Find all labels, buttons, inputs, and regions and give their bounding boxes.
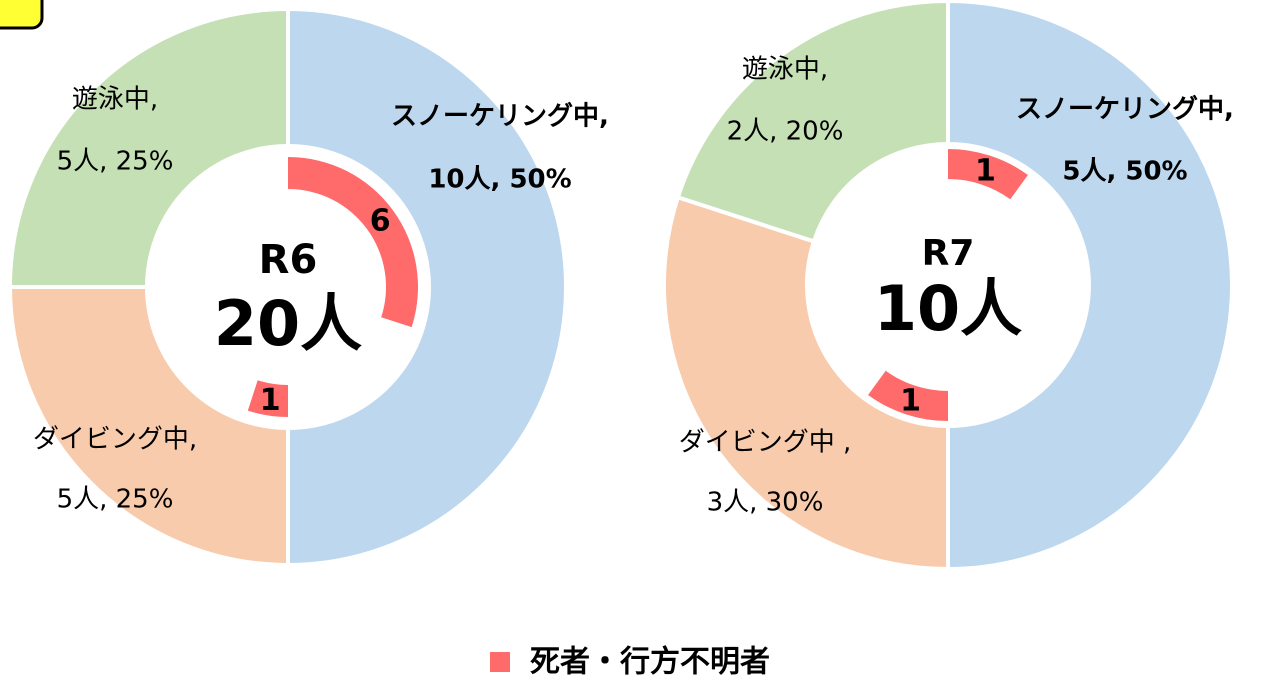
slice: [662, 194, 950, 572]
category-label: 遊泳中,: [72, 85, 158, 115]
category-label: スノーケリング中,: [1016, 95, 1234, 125]
legend-swatch: [490, 652, 510, 672]
value-label: 5人, 50%: [1062, 157, 1187, 187]
value-label: 3人, 30%: [707, 488, 824, 518]
slice: [7, 6, 290, 289]
corner-badge: [0, 0, 44, 30]
inner-arc: [288, 157, 419, 328]
center-title: R7: [922, 233, 975, 274]
value-label: 2人, 20%: [727, 117, 844, 147]
inner-label: 6: [370, 203, 391, 238]
inner-arc: [247, 380, 288, 417]
inner-arc: [868, 370, 948, 421]
slice: [7, 285, 290, 568]
value-label: 5人, 25%: [57, 485, 174, 515]
inner-arc: [948, 149, 1028, 200]
legend-label: 死者・行方不明者: [530, 645, 770, 680]
category-label: スノーケリング中,: [391, 102, 609, 132]
category-label: ダイビング中 ,: [679, 428, 852, 458]
inner-arc: [818, 242, 848, 253]
category-label: ダイビング中,: [33, 425, 197, 455]
slice: [286, 6, 568, 568]
center-total: 10人: [874, 272, 1022, 345]
inner-label: 1: [260, 383, 281, 418]
center-title: R6: [259, 237, 318, 283]
inner-label: 1: [975, 153, 996, 188]
center-total: 20人: [214, 287, 362, 360]
inner-label: 1: [900, 384, 921, 419]
slice: [946, 0, 1234, 572]
value-label: 5人, 25%: [57, 147, 174, 177]
slice: [675, 0, 950, 244]
category-label: 遊泳中,: [742, 55, 828, 85]
value-label: 10人, 50%: [428, 165, 571, 195]
